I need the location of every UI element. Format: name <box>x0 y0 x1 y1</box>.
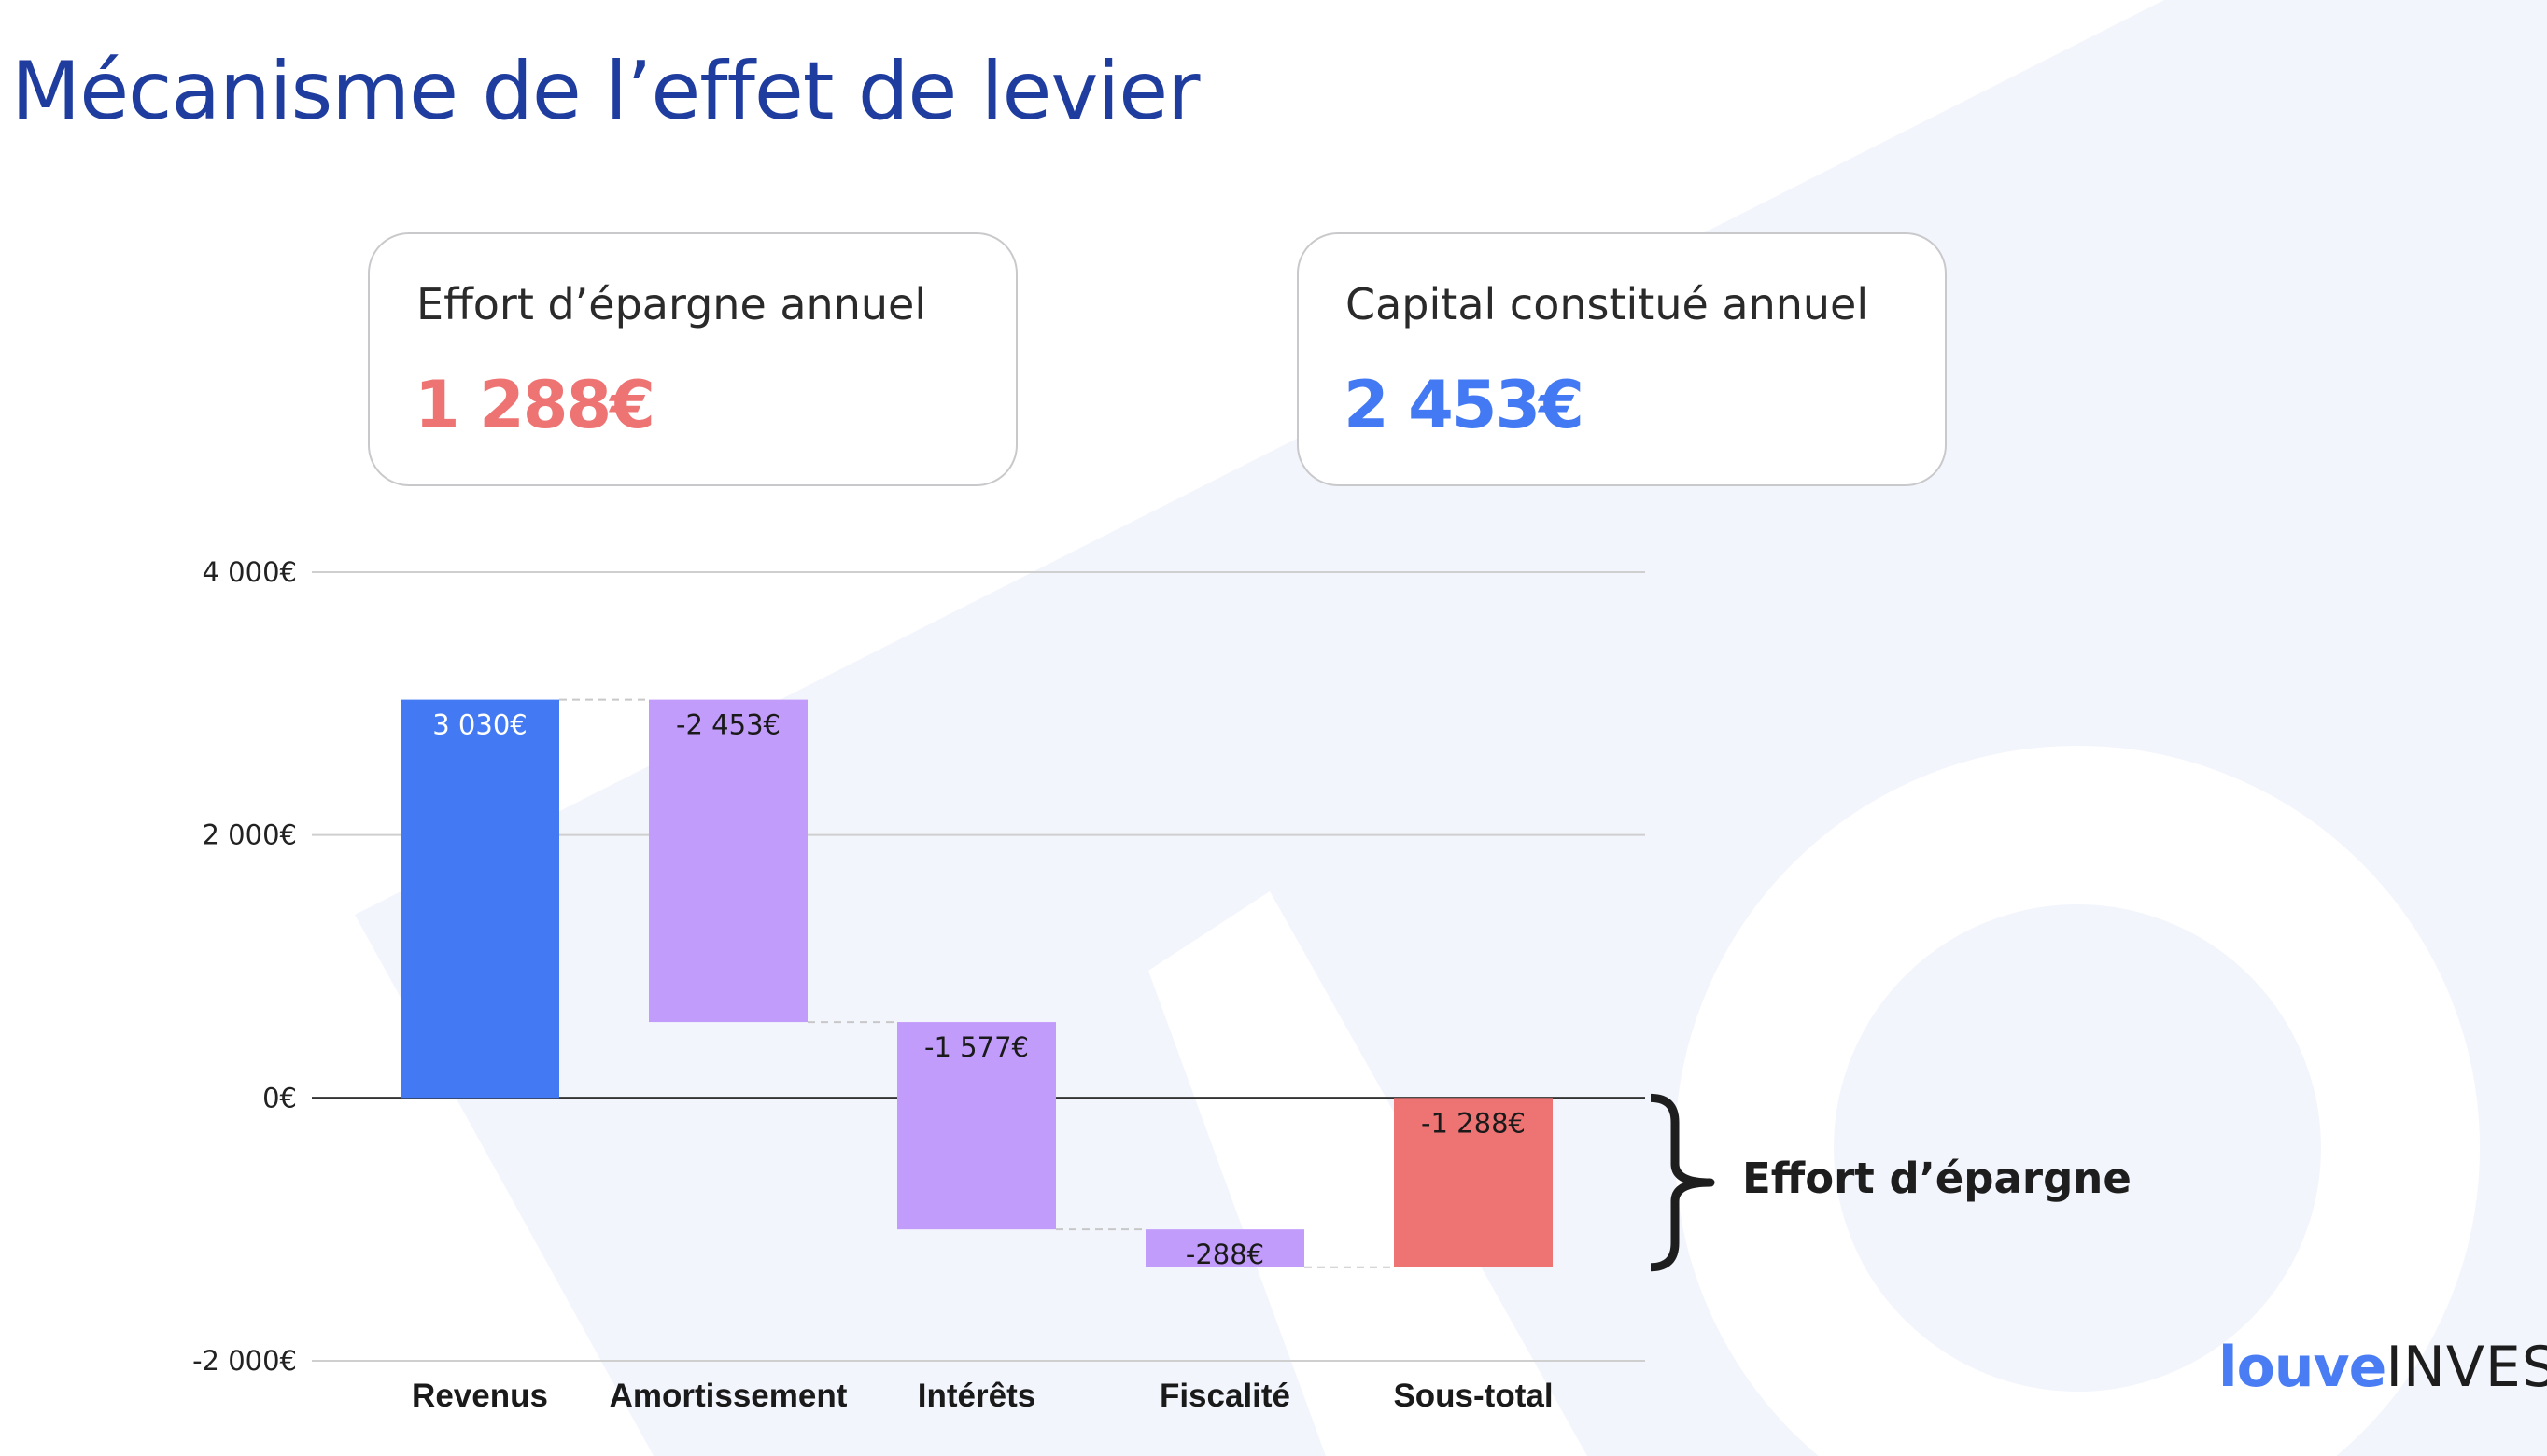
page-title: Mécanisme de l’effet de levier <box>11 45 1201 138</box>
curly-brace-icon <box>1650 1093 1715 1272</box>
y-tick-label: 4 000€ <box>203 556 297 588</box>
data-label: 3 030€ <box>432 709 527 741</box>
logo-part-invest: INVEST <box>2385 1335 2547 1400</box>
x-tick-label: Intérêts <box>918 1378 1035 1414</box>
savings-effort-card: Effort d’épargne annuel 1 288€ <box>368 232 1018 486</box>
x-tick-label: Fiscalité <box>1160 1378 1290 1414</box>
logo-part-louve: louve <box>2218 1335 2386 1400</box>
y-tick-label: 2 000€ <box>203 819 297 851</box>
x-tick-label: Amortissement <box>610 1378 848 1414</box>
x-tick-label: Sous-total <box>1393 1378 1553 1414</box>
bar-revenus <box>401 699 559 1099</box>
capital-built-value: 2 453€ <box>1344 367 1584 443</box>
bar-fiscalit- <box>1146 1229 1304 1267</box>
louve-invest-logo: louveINVEST <box>2218 1335 2547 1400</box>
savings-effort-label: Effort d’épargne annuel <box>416 279 927 329</box>
x-tick-label: Revenus <box>412 1378 548 1414</box>
capital-built-label: Capital constitué annuel <box>1345 279 1869 329</box>
data-label: -1 288€ <box>1421 1107 1526 1139</box>
savings-effort-value: 1 288€ <box>415 367 655 443</box>
data-label: -1 577€ <box>924 1031 1029 1063</box>
y-tick-label: 0€ <box>262 1082 297 1113</box>
savings-effort-annotation: Effort d’épargne <box>1742 1154 2132 1203</box>
bar-int-r-ts <box>897 1022 1056 1230</box>
y-tick-label: -2 000€ <box>192 1345 297 1377</box>
data-label: -288€ <box>1186 1239 1264 1270</box>
bar-amortissement <box>649 699 808 1023</box>
bar-sous-total <box>1394 1098 1553 1267</box>
data-label: -2 453€ <box>676 709 781 741</box>
capital-built-card: Capital constitué annuel 2 453€ <box>1297 232 1947 486</box>
